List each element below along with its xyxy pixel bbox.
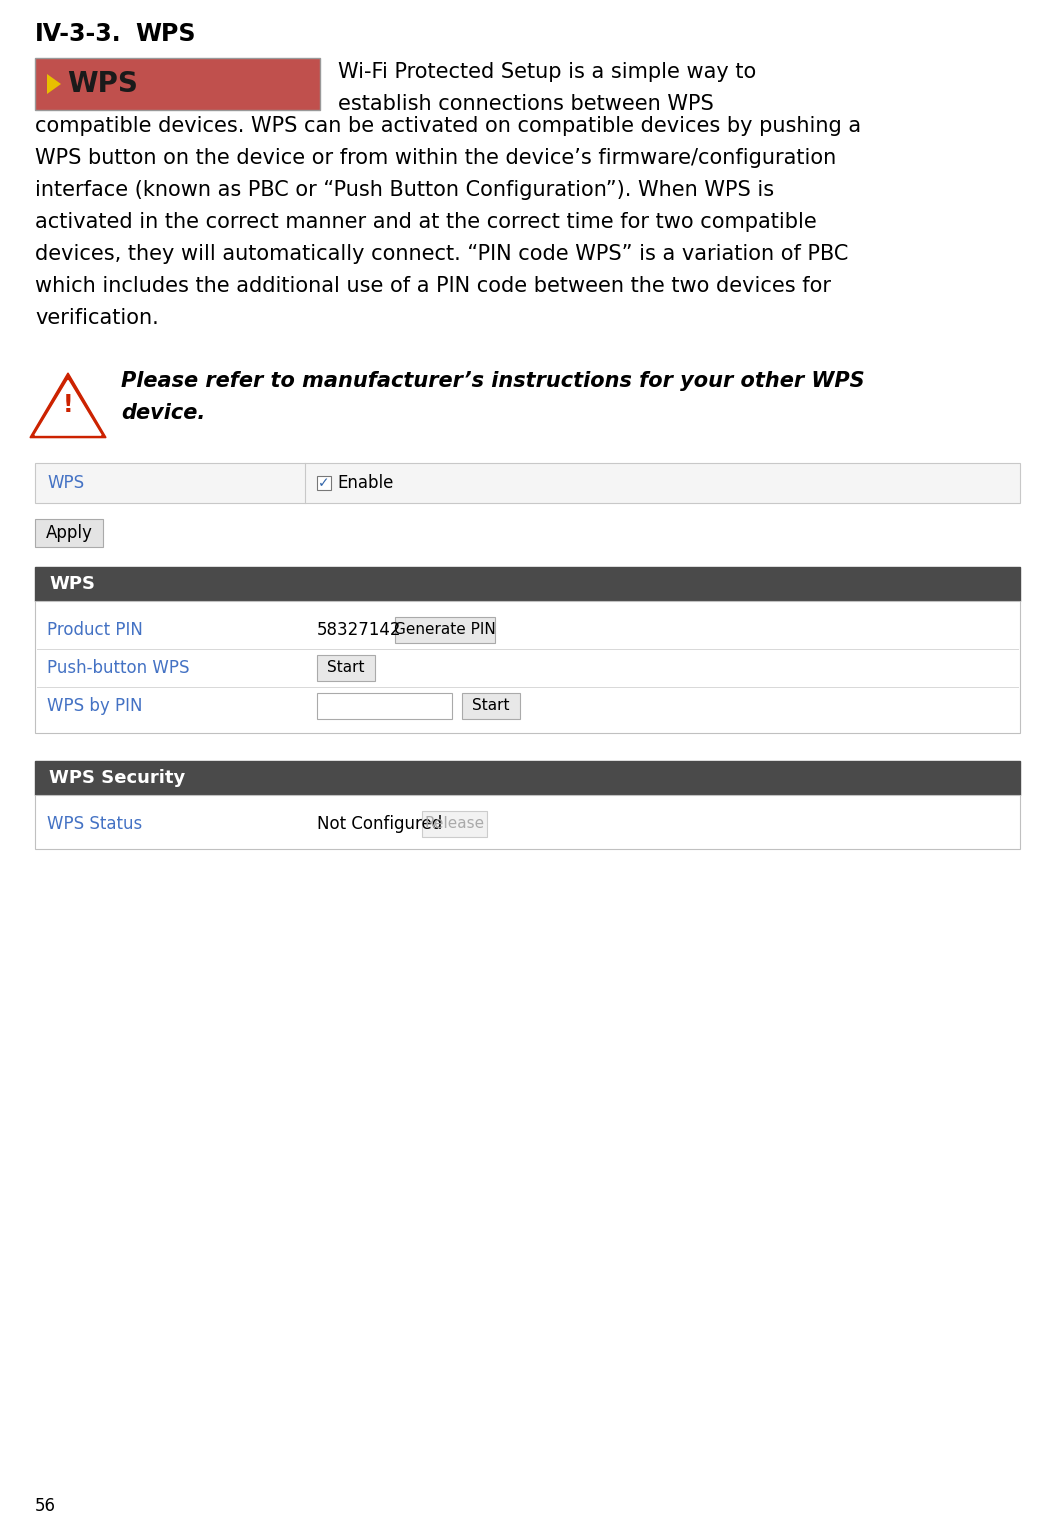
Polygon shape	[47, 74, 61, 94]
Text: activated in the correct manner and at the correct time for two compatible: activated in the correct manner and at t…	[35, 211, 817, 233]
Text: Start: Start	[327, 661, 365, 675]
FancyBboxPatch shape	[317, 693, 452, 719]
Text: WPS Status: WPS Status	[47, 815, 142, 833]
Text: WPS: WPS	[47, 474, 84, 492]
Text: devices, they will automatically connect. “PIN code WPS” is a variation of PBC: devices, they will automatically connect…	[35, 245, 848, 264]
Text: Apply: Apply	[45, 524, 93, 543]
Text: interface (known as PBC or “Push Button Configuration”). When WPS is: interface (known as PBC or “Push Button …	[35, 179, 774, 201]
Text: !: !	[62, 392, 74, 416]
FancyBboxPatch shape	[35, 567, 1020, 600]
Text: WPS: WPS	[48, 575, 95, 593]
FancyBboxPatch shape	[35, 762, 1020, 795]
Text: Generate PIN: Generate PIN	[394, 623, 495, 637]
Text: Enable: Enable	[337, 474, 393, 492]
FancyBboxPatch shape	[462, 693, 520, 719]
FancyBboxPatch shape	[35, 464, 1020, 503]
Text: WPS: WPS	[135, 21, 195, 46]
Text: device.: device.	[121, 403, 206, 423]
FancyBboxPatch shape	[35, 600, 1020, 733]
FancyBboxPatch shape	[395, 617, 495, 643]
Text: Push-button WPS: Push-button WPS	[47, 660, 190, 676]
Text: 56: 56	[35, 1497, 56, 1515]
Text: establish connections between WPS: establish connections between WPS	[338, 94, 714, 114]
Text: WPS: WPS	[67, 70, 138, 97]
FancyBboxPatch shape	[422, 812, 487, 838]
FancyBboxPatch shape	[317, 655, 375, 681]
Polygon shape	[30, 372, 106, 438]
Text: IV-3-3.: IV-3-3.	[35, 21, 121, 46]
Text: 58327142: 58327142	[317, 622, 402, 638]
FancyBboxPatch shape	[35, 58, 320, 109]
Text: WPS by PIN: WPS by PIN	[47, 698, 142, 714]
FancyBboxPatch shape	[35, 795, 1020, 850]
Text: Start: Start	[472, 699, 510, 713]
Text: WPS button on the device or from within the device’s firmware/configuration: WPS button on the device or from within …	[35, 147, 836, 169]
FancyBboxPatch shape	[35, 518, 103, 547]
Text: compatible devices. WPS can be activated on compatible devices by pushing a: compatible devices. WPS can be activated…	[35, 116, 861, 135]
Text: ✓: ✓	[318, 476, 330, 489]
FancyBboxPatch shape	[317, 476, 331, 489]
Text: which includes the additional use of a PIN code between the two devices for: which includes the additional use of a P…	[35, 277, 831, 296]
Text: Please refer to manufacturer’s instructions for your other WPS: Please refer to manufacturer’s instructi…	[121, 371, 864, 391]
Text: WPS Security: WPS Security	[48, 769, 186, 787]
Text: Not Configured: Not Configured	[317, 815, 443, 833]
Text: Product PIN: Product PIN	[47, 622, 143, 638]
Text: Release: Release	[425, 816, 485, 831]
Text: Wi-Fi Protected Setup is a simple way to: Wi-Fi Protected Setup is a simple way to	[338, 62, 757, 82]
Polygon shape	[35, 380, 101, 435]
Text: verification.: verification.	[35, 309, 159, 328]
